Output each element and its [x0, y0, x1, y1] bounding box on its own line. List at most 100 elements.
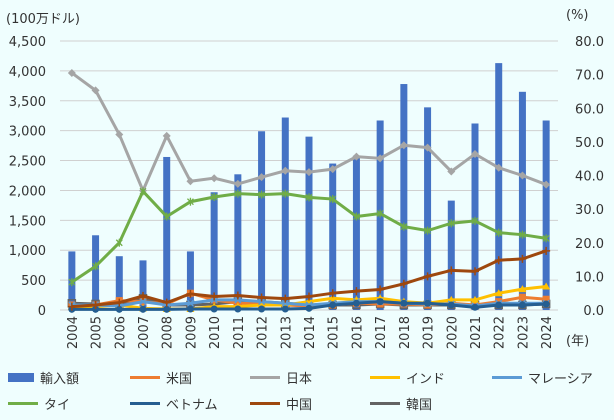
point-中国-2019 — [423, 272, 432, 281]
point-中国-2006 — [115, 298, 124, 307]
point-タイ-2019 — [424, 226, 432, 235]
point-日本-2019 — [423, 143, 432, 152]
point-タイ-2005 — [92, 262, 100, 271]
bar-2021 — [471, 123, 479, 310]
legend-item: タイ — [8, 394, 70, 413]
point-米国-2023 — [518, 293, 526, 301]
legend-label: ベトナム — [166, 398, 218, 413]
legend-label: マレーシア — [528, 372, 593, 387]
x-axis-unit: (年) — [566, 334, 590, 349]
x-tick-label: 2008 — [161, 316, 176, 349]
point-タイ-2014 — [305, 193, 313, 202]
point-タイ-2004 — [68, 278, 76, 287]
bar-2010 — [210, 192, 218, 310]
point-中国-2010 — [210, 292, 219, 301]
legend-item: マレーシア — [492, 368, 593, 387]
point-タイ-2010 — [210, 193, 218, 202]
legend-item: 韓国 — [370, 394, 432, 413]
x-tick-label: 2005 — [90, 316, 105, 349]
point-日本-2009 — [186, 177, 195, 186]
legend-swatch — [250, 402, 280, 405]
point-タイ-2017 — [376, 209, 384, 218]
point-タイ-2009 — [186, 197, 194, 206]
x-tick-label: 2007 — [137, 316, 152, 349]
point-ベトナム-2014 — [305, 304, 313, 312]
point-ベトナム-2020 — [447, 301, 455, 309]
point-ベトナム-2008 — [163, 305, 171, 313]
point-ベトナム-2007 — [139, 305, 147, 313]
legend-label: インド — [406, 372, 446, 387]
point-ベトナム-2018 — [400, 299, 408, 307]
point-日本-2015 — [328, 165, 337, 174]
point-マレーシア-2012 — [258, 298, 266, 306]
point-ベトナム-2023 — [518, 301, 526, 309]
point-日本-2016 — [352, 152, 361, 161]
bar-2011 — [234, 174, 242, 310]
point-中国-2013 — [281, 294, 290, 303]
legend-label: 米国 — [166, 372, 193, 387]
point-中国-2004 — [67, 302, 76, 311]
bar-2016 — [352, 155, 360, 310]
point-中国-2005 — [91, 300, 100, 309]
left-tick-label: 2,000 — [9, 184, 46, 199]
right-tick-label: 0.0 — [583, 304, 604, 319]
point-インド-2023 — [518, 285, 527, 293]
point-日本-2012 — [257, 173, 266, 182]
legend-label: 中国 — [286, 398, 313, 413]
point-タイ-2012 — [258, 190, 266, 199]
point-インド-2015 — [328, 294, 337, 302]
left-tick-label: 3,500 — [9, 95, 46, 110]
point-ベトナム-2021 — [471, 303, 479, 311]
point-日本-2014 — [305, 168, 313, 177]
x-tick-label: 2017 — [374, 316, 389, 349]
point-インド-2022 — [494, 289, 503, 297]
bar-2024 — [542, 120, 550, 310]
x-tick-label: 2009 — [184, 316, 199, 349]
legend-swatch — [492, 376, 522, 379]
left-axis-unit: (100万ドル) — [6, 12, 80, 27]
point-中国-2009 — [186, 289, 195, 298]
point-中国-2021 — [471, 267, 479, 276]
point-中国-2007 — [139, 291, 147, 300]
x-tick-label: 2012 — [256, 316, 271, 349]
point-タイ-2020 — [447, 219, 455, 228]
legend-item: ベトナム — [130, 394, 218, 413]
legend-swatch — [130, 376, 160, 379]
point-ベトナム-2012 — [258, 305, 266, 313]
bar-2009 — [186, 251, 194, 310]
left-tick-label: 2,500 — [9, 155, 46, 170]
right-tick-label: 30.0 — [575, 203, 604, 218]
left-tick-label: 1,500 — [9, 214, 46, 229]
x-tick-label: 2014 — [303, 316, 318, 349]
point-ベトナム-2011 — [234, 305, 242, 313]
bar-2020 — [447, 200, 455, 310]
point-中国-2023 — [518, 254, 527, 263]
x-tick-label: 2022 — [493, 316, 508, 349]
legend-item: インド — [370, 368, 445, 387]
point-タイ-2021 — [471, 216, 479, 225]
point-日本-2020 — [447, 167, 456, 176]
point-中国-2015 — [328, 289, 337, 298]
point-マレーシア-2007 — [139, 298, 147, 306]
point-ベトナム-2009 — [186, 305, 194, 313]
point-日本-2018 — [399, 141, 408, 150]
point-ベトナム-2005 — [92, 305, 100, 313]
point-ベトナム-2006 — [115, 305, 123, 313]
point-ベトナム-2024 — [542, 300, 550, 308]
point-ベトナム-2022 — [495, 301, 503, 309]
point-マレーシア-2011 — [234, 296, 242, 304]
legend-swatch — [370, 402, 400, 405]
point-マレーシア-2013 — [281, 299, 289, 307]
x-tick-label: 2010 — [208, 316, 223, 349]
point-タイ-2011 — [234, 189, 242, 198]
point-タイ-2016 — [352, 212, 360, 221]
legend-item: 中国 — [250, 394, 312, 413]
right-tick-label: 70.0 — [575, 69, 604, 84]
bar-2023 — [518, 91, 526, 310]
point-中国-2016 — [352, 287, 361, 296]
point-日本-2021 — [471, 149, 479, 158]
x-tick-label: 2011 — [232, 316, 247, 349]
point-中国-2008 — [162, 298, 171, 307]
